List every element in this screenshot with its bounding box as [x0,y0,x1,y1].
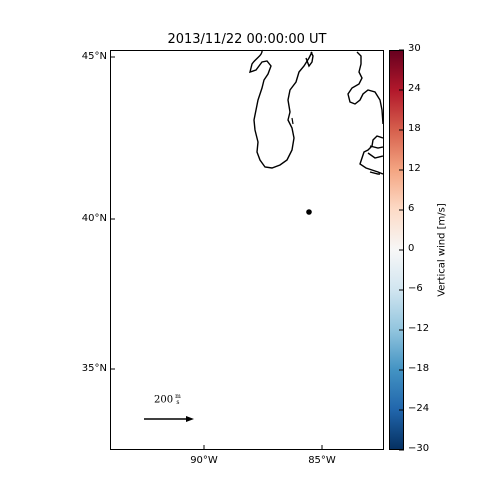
colorbar-tick-label: 12 [408,163,421,174]
scale-arrow-head [186,416,194,422]
colorbar-tick-label: −30 [408,443,430,454]
lake-erie-south-shore [367,145,384,175]
colorbar-tick-label: −18 [408,363,430,374]
lat-tick-label-35n: 35°N [81,363,107,374]
colorbar-tick-label: 24 [408,83,421,94]
lake-michigan-coastline [249,49,313,169]
colorbar-ticks [399,49,404,451]
map-frame [110,50,384,450]
lake-huron-coastline [347,51,384,125]
colorbar-tick-label: 6 [408,203,415,214]
lon-tick-label-85w: 85°W [308,455,336,466]
colorbar-tick-label: −6 [408,283,423,294]
scale-unit-numerator: m [175,393,181,400]
lake-erie-coastline [359,135,384,175]
lat-tick-label-45n: 45°N [81,51,107,62]
map-ticks [110,56,323,450]
green-bay-shore [305,51,314,68]
scale-value: 200 [154,394,174,406]
plot-title: 2013/11/22 00:00:00 UT [167,32,327,47]
colorbar-label: Vertical wind [m/s] [436,203,448,297]
scale-unit-denominator: s [176,399,180,406]
lat-tick-label-40n: 40°N [81,213,107,224]
lon-tick-label-90w: 90°W [190,455,218,466]
colorbar-tick-label: −12 [408,323,430,334]
colorbar-tick-label: 18 [408,123,421,134]
michigan-west-shore [291,117,294,125]
scale-arrow-label: 200 m s [154,394,181,406]
colorbar-tick-label: 30 [408,43,421,54]
colorbar-tick-label: 0 [408,243,415,254]
station-point-marker [306,209,312,215]
colorbar-tick-label: −24 [408,403,430,414]
